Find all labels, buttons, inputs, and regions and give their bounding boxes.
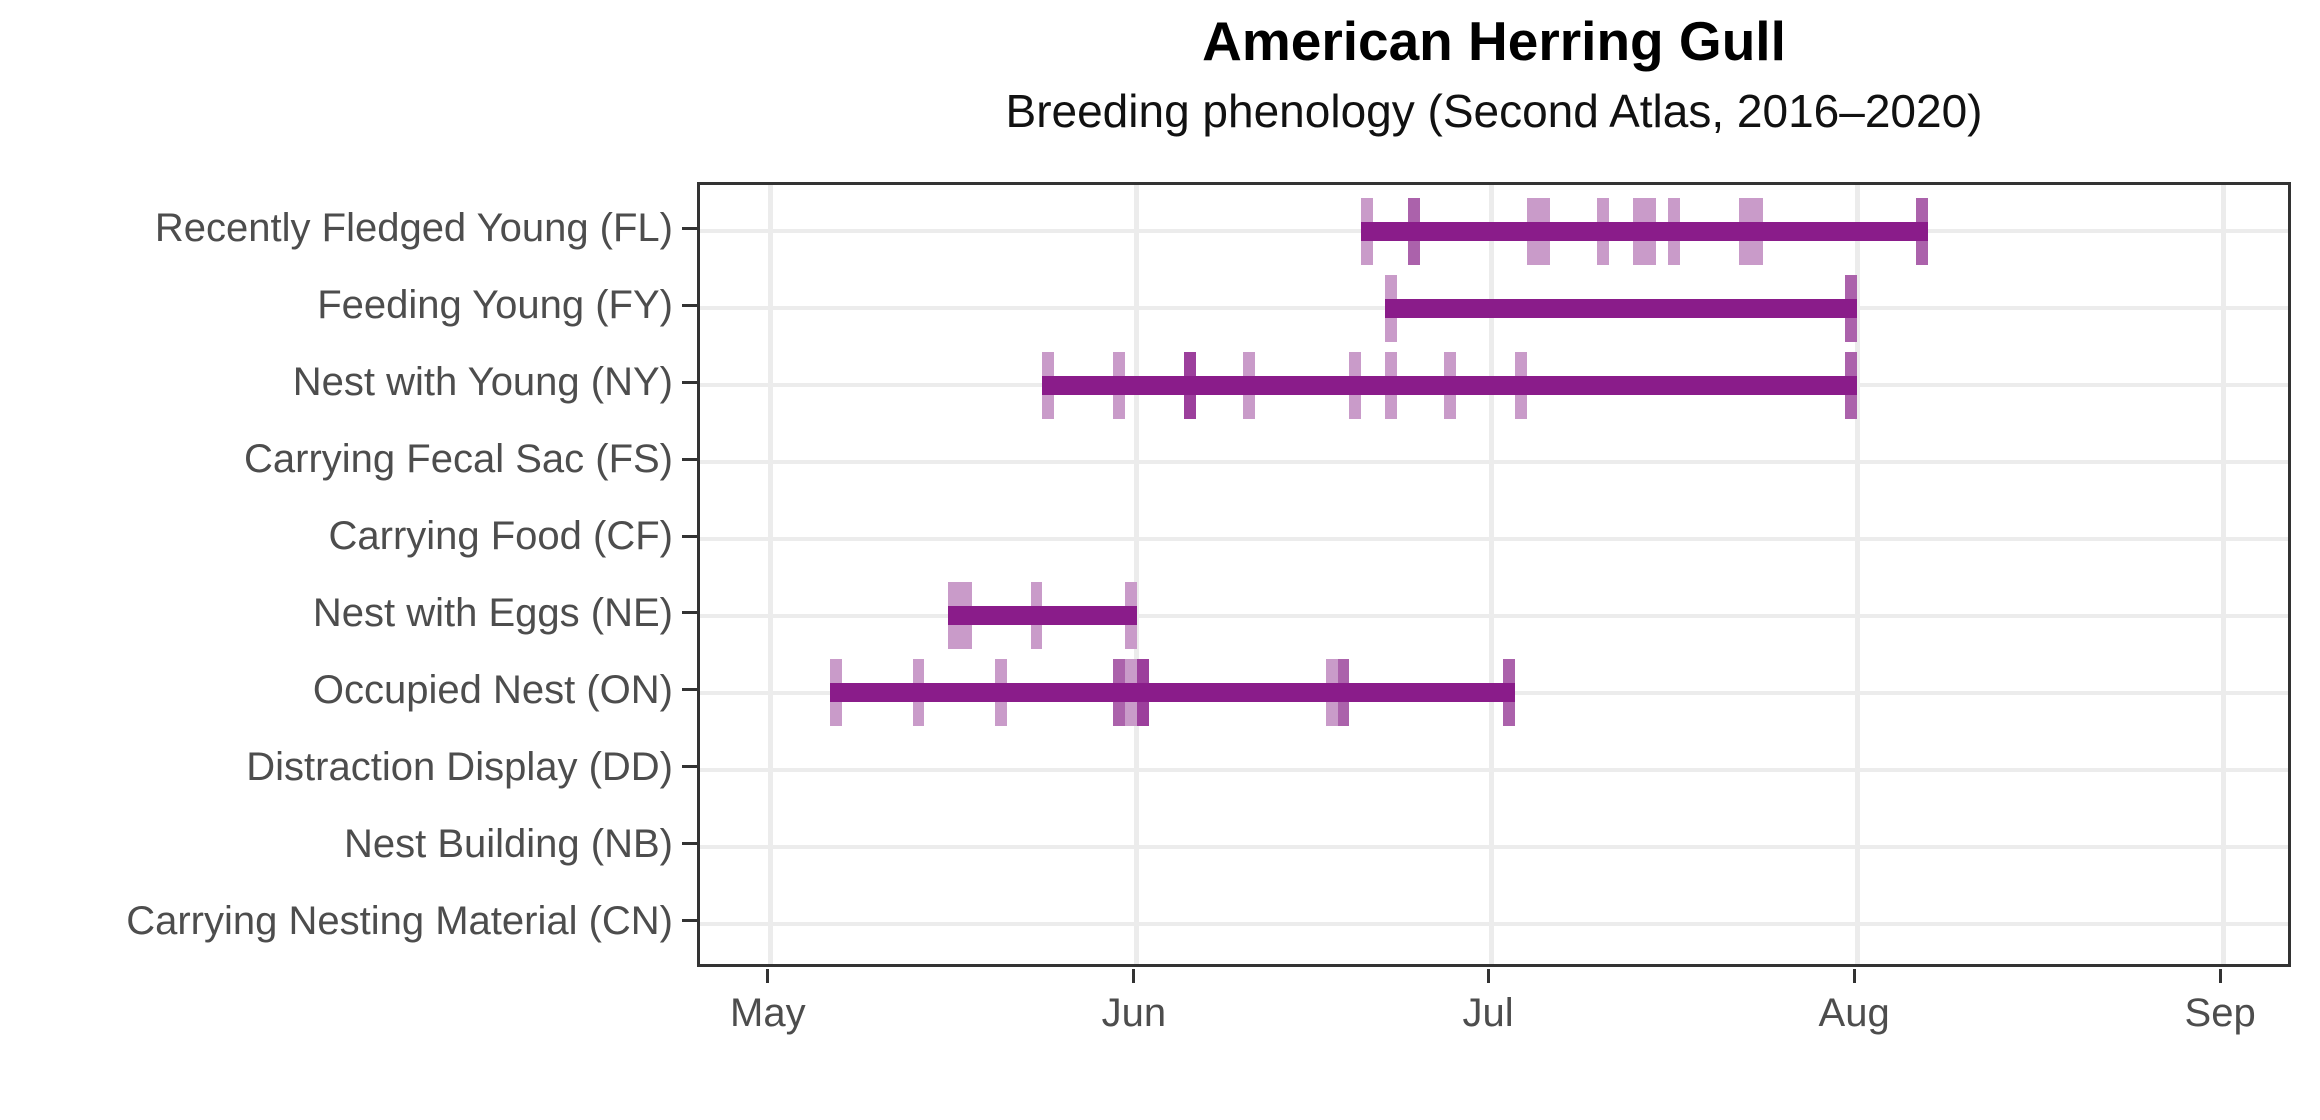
x-axis-tick-Aug [1852,969,1856,983]
y-tick-label-FL: Recently Fledged Young (FL) [154,206,673,251]
gridline-y-CF [700,537,2288,542]
gridline-y-CN [700,921,2288,926]
gridline-y-FS [700,460,2288,465]
y-axis-tick-ON [682,688,697,692]
gridline-x-Aug [1854,185,1860,964]
y-tick-label-FS: Carrying Fecal Sac (FS) [244,437,673,482]
phenology-bar-FL [1361,221,1928,241]
x-tick-label-Aug: Aug [1818,991,1890,1035]
y-tick-label-CN: Carrying Nesting Material (CN) [126,898,673,943]
phenology-bar-ON [829,683,1515,703]
y-axis-tick-CN [682,919,697,923]
gridline-y-DD [700,767,2288,772]
x-tick-label-Jul: Jul [1462,991,1514,1035]
y-axis-tick-CF [682,534,697,538]
x-axis-tick-Jun [1132,969,1136,983]
x-tick-label-Sep: Sep [2184,991,2256,1035]
gridline-x-Jun [1134,185,1140,964]
y-tick-label-CF: Carrying Food (CF) [328,514,673,559]
phenology-bar-FY [1384,298,1858,318]
y-axis-tick-DD [682,765,697,769]
x-axis-tick-Sep [2218,969,2222,983]
y-tick-label-NB: Nest Building (NB) [343,821,673,866]
y-axis-tick-FY [682,303,697,307]
gridline-x-May [768,185,774,964]
gridline-y-NE [700,613,2288,618]
gridline-x-Jul [1488,185,1494,964]
y-axis-tick-NE [682,611,697,615]
y-axis-tick-NY [682,380,697,384]
y-tick-label-DD: Distraction Display (DD) [246,744,673,789]
x-axis-tick-May [766,969,770,983]
y-axis-tick-FS [682,457,697,461]
chart-title: American Herring Gull [1202,10,1786,72]
x-axis-tick-Jul [1486,969,1490,983]
gridline-y-NB [700,844,2288,849]
y-tick-label-ON: Occupied Nest (ON) [312,667,673,712]
x-tick-label-May: May [730,991,806,1035]
y-tick-label-NE: Nest with Eggs (NE) [312,590,673,635]
y-tick-label-NY: Nest with Young (NY) [292,360,673,405]
plot-panel [697,182,2291,967]
chart-subtitle: Breeding phenology (Second Atlas, 2016–2… [1005,85,1983,137]
x-tick-label-Jun: Jun [1101,991,1167,1035]
y-axis-tick-FL [682,226,697,230]
phenology-bar-NY [1042,375,1858,395]
gridline-x-Sep [2220,185,2226,964]
y-tick-label-FY: Feeding Young (FY) [317,283,673,328]
y-axis-tick-NB [682,842,697,846]
phenology-bar-NE [947,606,1137,626]
